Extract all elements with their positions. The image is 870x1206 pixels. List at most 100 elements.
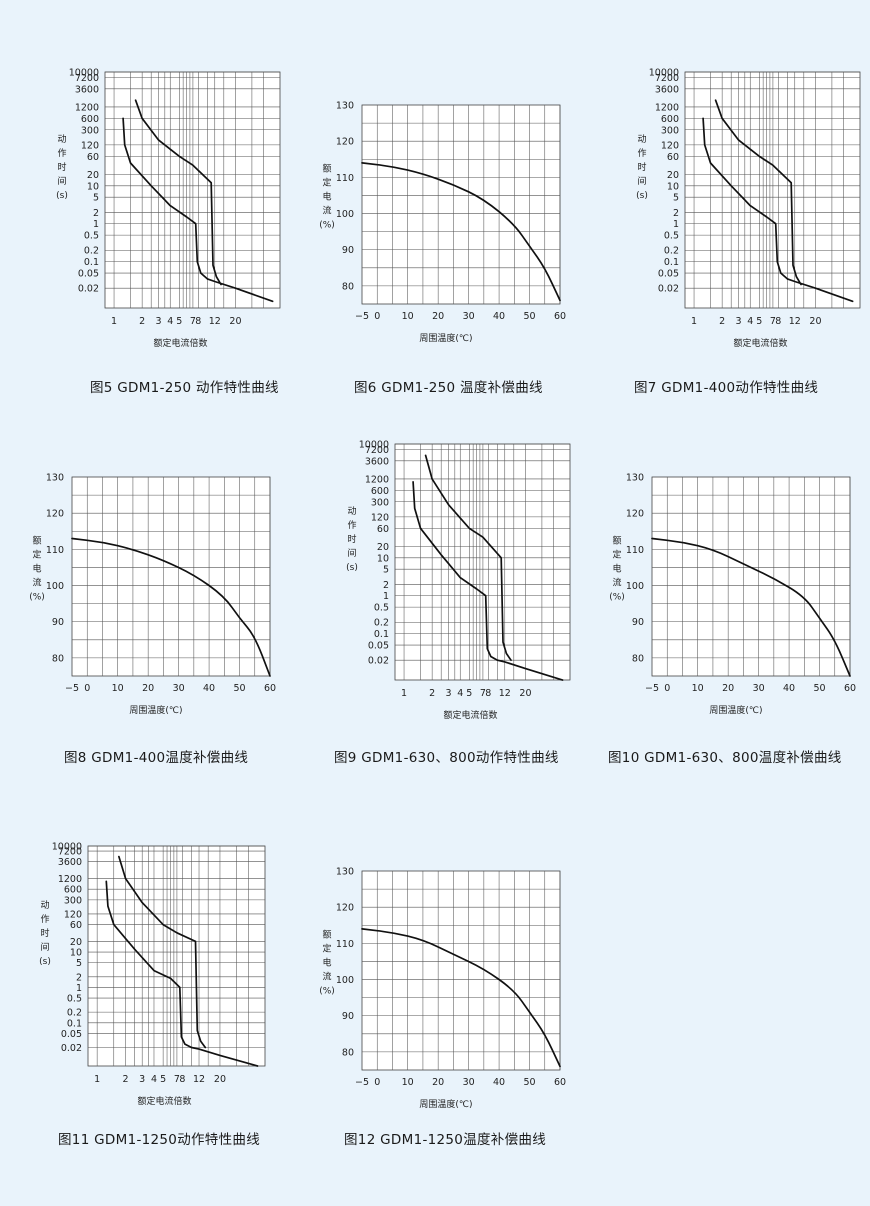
y-tick-label: 80 [342, 281, 354, 292]
y-tick-label: 0.2 [67, 1008, 82, 1019]
y-axis-label: (%) [319, 987, 335, 997]
x-tick-label: 0 [664, 683, 670, 694]
y-tick-label: 90 [52, 617, 64, 628]
x-tick-label: 1 [691, 316, 697, 327]
y-tick-label: 120 [336, 903, 354, 914]
x-tick-label: 5 [756, 316, 762, 327]
y-tick-label: 60 [377, 524, 389, 535]
plot-area [71, 476, 271, 677]
x-tick-label: 8 [195, 316, 201, 327]
chart-panel-7: 10000 7200 3600 1200 600 300 120 60 20 10 5 2 1 0.5 0.… [580, 60, 870, 440]
plot-area [361, 104, 561, 305]
gridlines [72, 477, 271, 676]
y-tick-label: 0.05 [61, 1029, 82, 1040]
x-tick-label: 30 [173, 683, 185, 694]
y-axis-label: (s) [636, 191, 648, 201]
y-axis-label: 额 [32, 535, 41, 547]
x-tick-label: 1 [94, 1074, 100, 1085]
y-tick-label: 10000 [649, 68, 679, 79]
gridlines [88, 845, 265, 1066]
x-tick-label: 20 [809, 316, 821, 327]
y-axis-label: 定 [322, 177, 331, 189]
x-axis-label: 额定电流倍数 [153, 337, 207, 349]
y-tick-label: 300 [81, 125, 99, 136]
y-tick-label: 0.2 [374, 618, 389, 629]
y-tick-label: 110 [336, 173, 354, 184]
y-tick-label: 7200 [58, 847, 82, 858]
x-tick-label: 5 [466, 688, 472, 699]
y-axis-label: 定 [322, 943, 331, 955]
y-axis-label: (%) [319, 221, 335, 231]
x-tick-label: 3 [139, 1074, 145, 1085]
y-tick-label: 0.5 [664, 231, 679, 242]
y-tick-label: 10 [70, 948, 82, 959]
y-axis-label: (s) [346, 563, 358, 573]
y-axis-label: (%) [609, 593, 625, 603]
x-tick-label: 0 [374, 1077, 380, 1088]
y-tick-label: 10 [667, 181, 679, 192]
series-line-2 [424, 454, 512, 662]
chart-caption: 图7 GDM1-400动作特性曲线 [634, 380, 819, 396]
y-axis-label: 间 [637, 175, 646, 187]
y-tick-label: 60 [70, 920, 82, 931]
y-axis-label: 动 [40, 900, 49, 911]
x-tick-label: 20 [722, 683, 734, 694]
y-tick-label: 0.1 [664, 257, 679, 268]
y-tick-label: 120 [64, 909, 82, 920]
y-tick-label: 100 [626, 581, 644, 592]
y-tick-label: 110 [336, 939, 354, 950]
x-tick-label: 60 [554, 1077, 566, 1088]
x-tick-label: 60 [554, 311, 566, 322]
y-tick-label: 1 [383, 591, 389, 602]
y-axis-label: 时 [637, 161, 646, 173]
x-tick-label: 2 [429, 688, 435, 699]
y-tick-label: 120 [336, 137, 354, 148]
y-tick-label: 0.2 [84, 246, 99, 257]
y-axis-label: 作 [57, 147, 66, 159]
y-axis-label: 流 [32, 577, 41, 589]
x-tick-label: −5 [355, 311, 369, 322]
y-tick-label: 0.02 [658, 284, 679, 295]
chart-c5: 100007200360012006003001206020105210.50.… [56, 68, 281, 349]
y-axis-label: 作 [637, 147, 646, 159]
x-tick-label: 40 [203, 683, 215, 694]
chart-caption: 图8 GDM1-400温度补偿曲线 [64, 750, 249, 766]
y-tick-label: 5 [383, 565, 389, 576]
y-tick-label: 90 [632, 617, 644, 628]
x-tick-label: 12 [193, 1074, 205, 1085]
y-tick-label: 80 [52, 653, 64, 664]
y-tick-label: 120 [81, 140, 99, 151]
y-tick-label: 300 [661, 125, 679, 136]
x-tick-label: 8 [179, 1074, 185, 1085]
y-tick-label: 20 [377, 542, 389, 553]
x-tick-label: 10 [692, 683, 704, 694]
chart-c6: 130 120 110 100 90 80 −5 0 10 20 30 40 50 60 额定电流 (%) 周围… [319, 101, 566, 345]
gridlines [652, 477, 851, 676]
y-tick-label: 600 [81, 114, 99, 125]
x-tick-label: 3 [736, 316, 742, 327]
series-line-2 [134, 99, 222, 286]
x-tick-label: 1 [401, 688, 407, 699]
y-tick-label: 100 [46, 581, 64, 592]
x-tick-label: −5 [65, 683, 79, 694]
x-tick-label: 4 [151, 1074, 157, 1085]
y-axis-label: 额 [612, 535, 621, 547]
y-tick-label: 1 [93, 219, 99, 230]
y-tick-label: 300 [64, 895, 82, 906]
y-tick-label: 0.5 [67, 994, 82, 1005]
y-axis-label: 间 [57, 175, 66, 187]
y-axis-label: 定 [32, 549, 41, 561]
y-tick-label: 90 [342, 1011, 354, 1022]
chart-caption: 图5 GDM1-250 动作特性曲线 [90, 380, 279, 396]
y-tick-label: 120 [626, 509, 644, 520]
series-line-1 [71, 537, 271, 677]
chart-caption: 图9 GDM1-630、800动作特性曲线 [334, 750, 559, 766]
x-tick-label: 20 [142, 683, 154, 694]
y-tick-label: 5 [673, 193, 679, 204]
y-axis-label: 时 [57, 161, 66, 173]
x-tick-label: 7 [174, 1074, 180, 1085]
x-tick-label: 0 [84, 683, 90, 694]
x-tick-label: 10 [112, 683, 124, 694]
x-tick-label: 50 [523, 311, 535, 322]
y-tick-label: 1200 [75, 102, 99, 113]
